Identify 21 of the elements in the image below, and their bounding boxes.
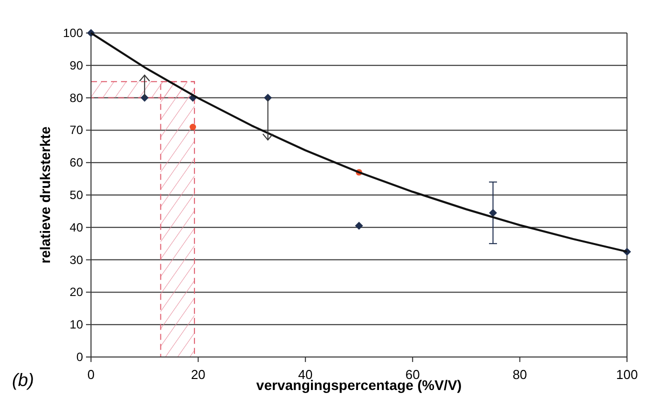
y-axis-title: relatieve druksterkte bbox=[37, 126, 53, 264]
x-tick-label: 20 bbox=[190, 367, 206, 382]
y-tick-label: 90 bbox=[70, 58, 84, 72]
text: (b) bbox=[12, 370, 34, 390]
y-tick-label: 60 bbox=[70, 156, 84, 170]
y-tick-label: 80 bbox=[70, 90, 84, 105]
y-tick-label: 40 bbox=[70, 220, 84, 234]
y-tick-label: 100 bbox=[62, 26, 84, 40]
y-tick-label: 70 bbox=[70, 123, 84, 138]
y-tick-label: 10 bbox=[70, 318, 84, 332]
y-tick-label: 0 bbox=[76, 350, 84, 364]
x-tick-label: 100 bbox=[616, 367, 638, 382]
x-tick-label: 0 bbox=[87, 367, 95, 382]
y-tick-label: 50 bbox=[70, 188, 84, 202]
y-tick-label: 30 bbox=[70, 252, 84, 267]
x-tick-label: 80 bbox=[512, 367, 528, 382]
x-tick-label: 60 bbox=[405, 367, 420, 382]
point bbox=[489, 208, 497, 217]
point bbox=[190, 124, 196, 130]
y-tick-label: 20 bbox=[70, 285, 84, 300]
point bbox=[355, 222, 363, 230]
